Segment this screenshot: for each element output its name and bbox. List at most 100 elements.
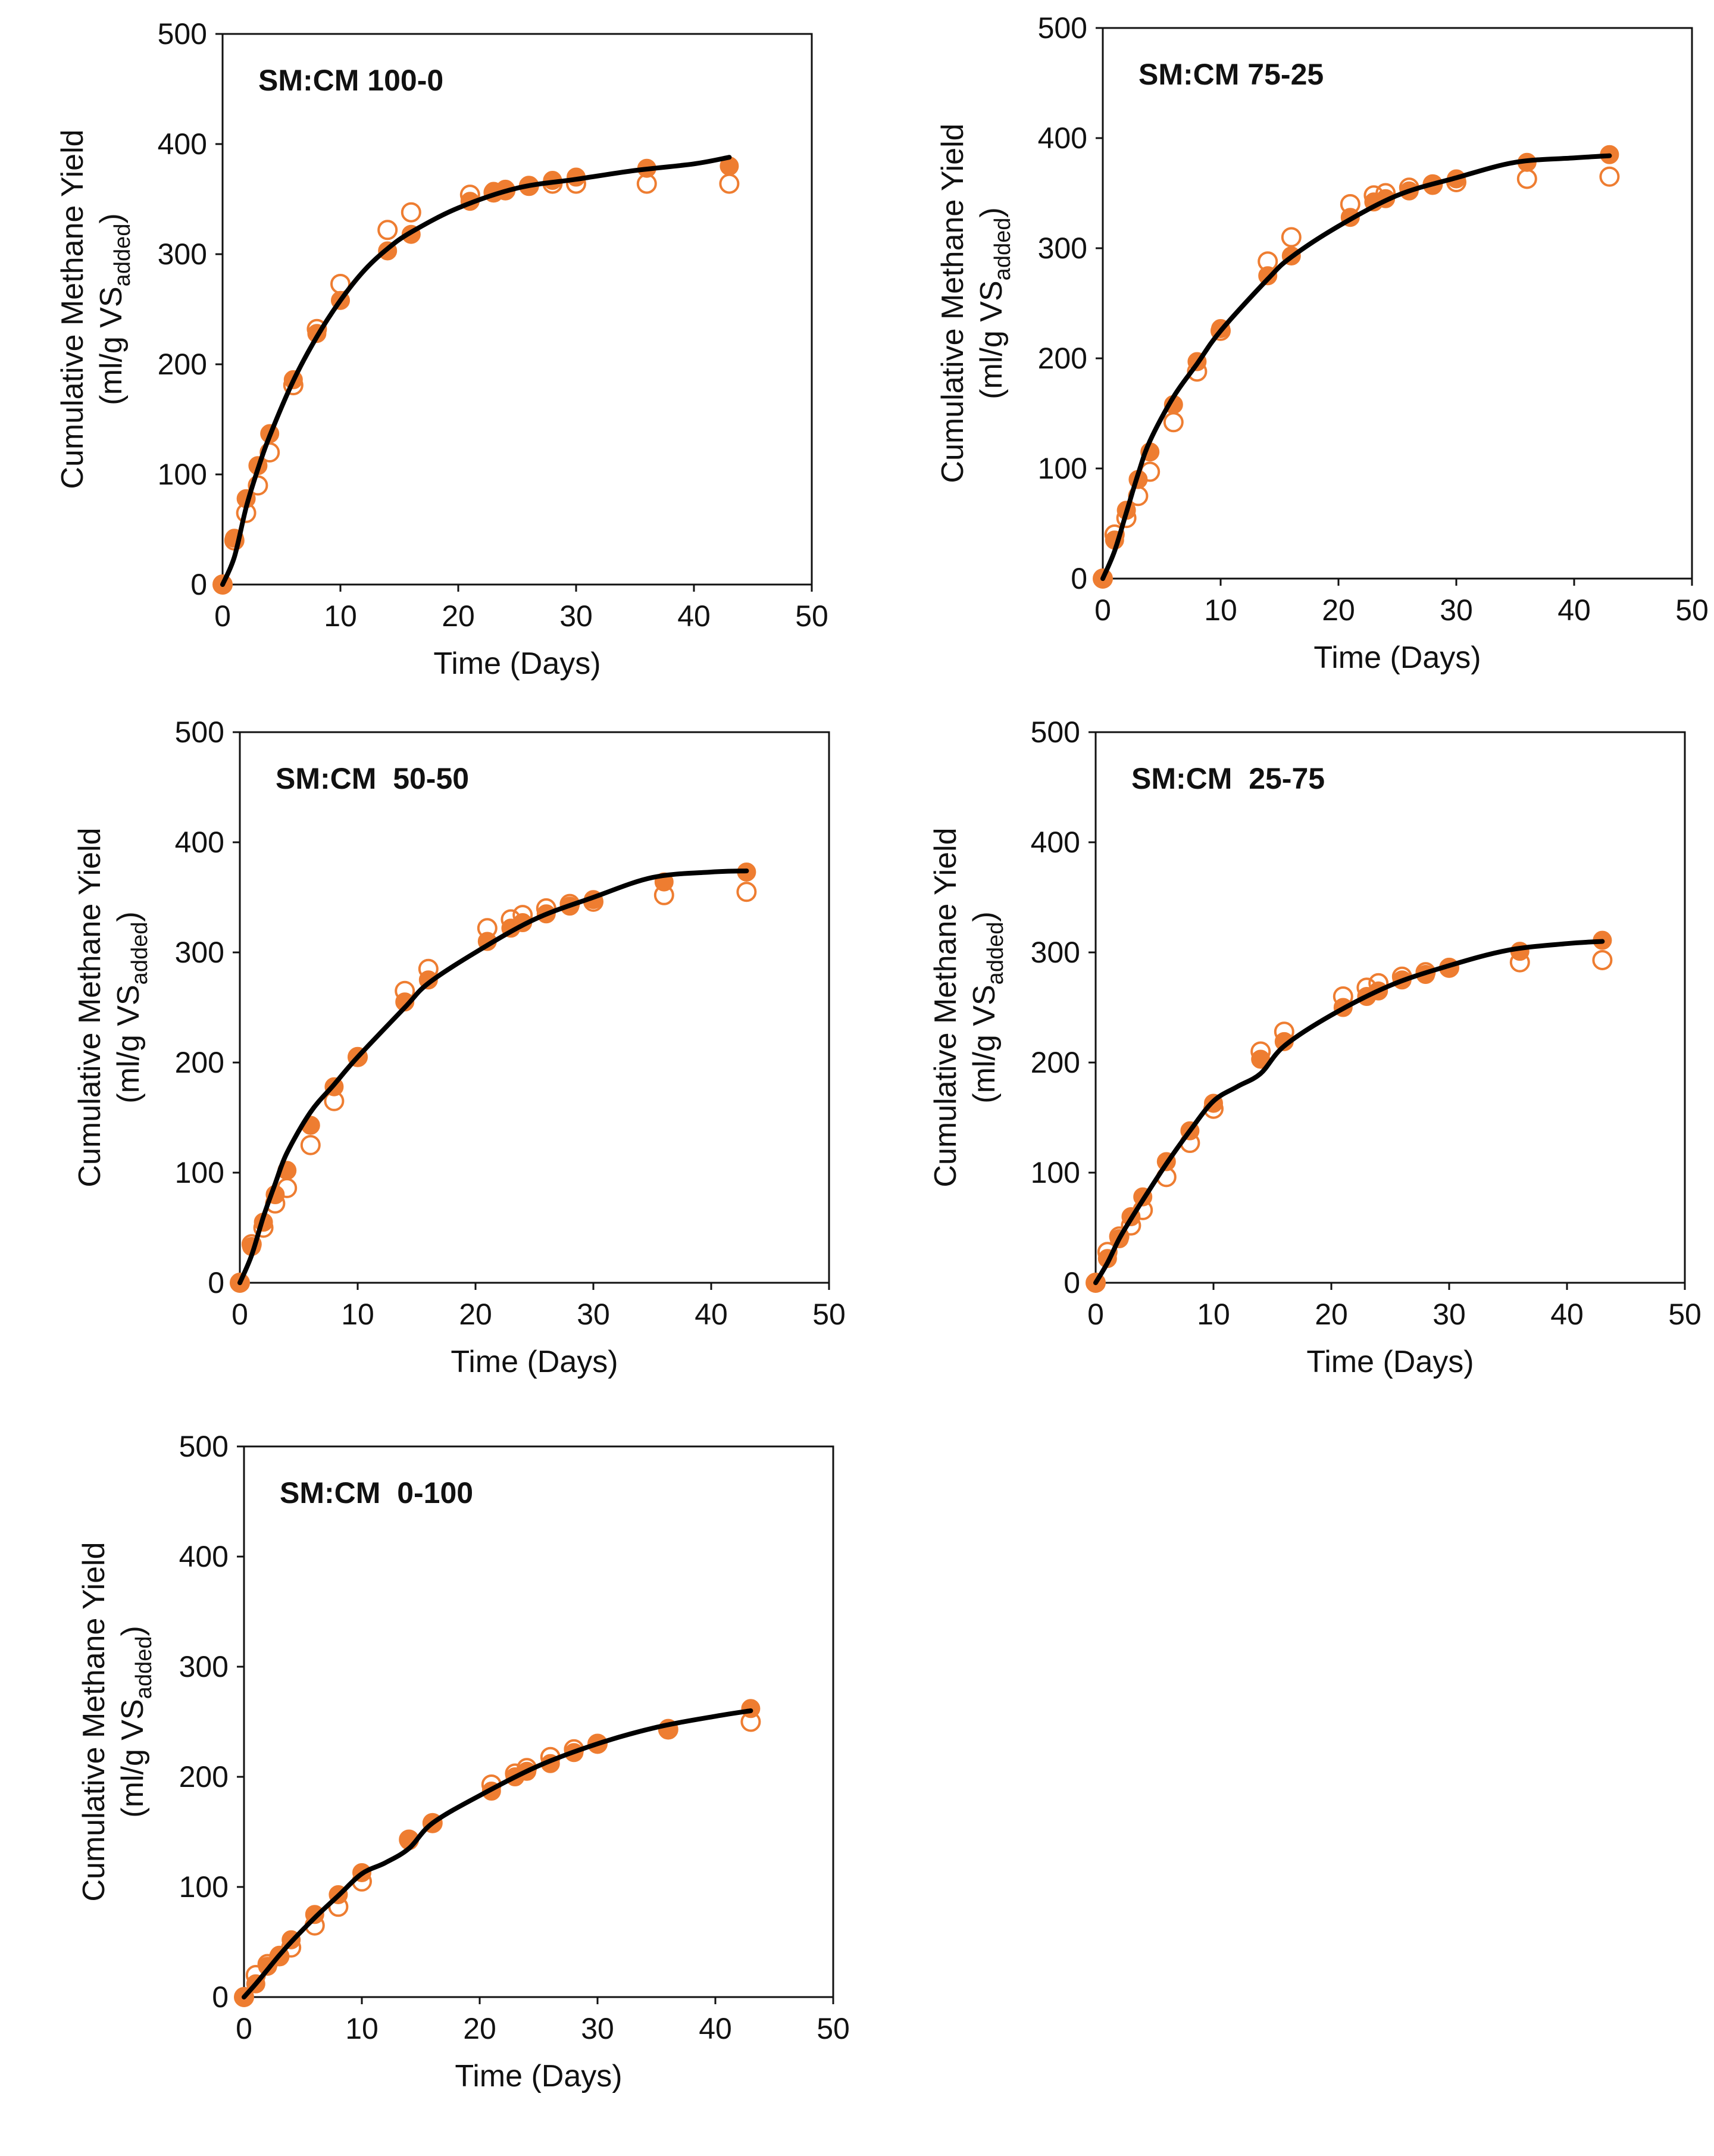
plot-frame — [1102, 27, 1693, 580]
y-axis-label-line2: (ml/g VSadded) — [115, 1626, 157, 1817]
chart-panel-50-50: 0 100 200 300 400 500 0 10 20 30 40 50 Time (Days) Cu… — [0, 714, 857, 1429]
y-axis-label-units: (ml/g VS — [111, 985, 146, 1103]
x-tick-label: 30 — [1432, 1298, 1466, 1331]
y-tick-label: 500 — [179, 1430, 229, 1463]
x-tick-label: 30 — [577, 1298, 610, 1331]
x-tick-label: 40 — [1550, 1298, 1584, 1331]
data-point-open — [1599, 166, 1620, 187]
y-axis-label-line1: Cumulative Methane Yield — [55, 129, 90, 489]
chart-title: SM:CM 50-50 — [276, 762, 469, 795]
data-point-open — [1592, 949, 1613, 970]
x-axis-label: Time (Days) — [433, 646, 600, 681]
data-point-open — [719, 173, 740, 194]
y-tick-label: 0 — [190, 568, 207, 601]
x-tick-label: 50 — [795, 599, 828, 633]
x-tick-label: 10 — [1197, 1298, 1230, 1331]
y-axis-label-close: ) — [967, 911, 1002, 921]
x-tick-label: 10 — [345, 2012, 379, 2045]
data-point-open — [377, 220, 398, 240]
data-point-open — [1281, 227, 1302, 248]
x-tick-label: 50 — [817, 2012, 850, 2045]
y-axis-label-line2: (ml/g VSadded) — [111, 911, 152, 1103]
y-axis-label-subscript: added — [110, 224, 135, 287]
model-fit-line — [242, 1708, 753, 1999]
y-axis-label-line1: Cumulative Methane Yield — [77, 1542, 111, 1901]
y-axis-label-units: (ml/g VS — [94, 286, 129, 405]
x-axis-label: Time (Days) — [1306, 1345, 1474, 1379]
y-tick-label: 200 — [175, 1046, 224, 1079]
y-tick-label: 100 — [1031, 1156, 1080, 1189]
y-tick-label: 200 — [1038, 342, 1087, 375]
y-tick-label: 100 — [179, 1870, 229, 1904]
x-tick-label: 0 — [214, 599, 231, 633]
y-tick-label: 200 — [179, 1760, 229, 1793]
y-axis-label-subscript: added — [990, 218, 1015, 281]
y-tick-label: 500 — [1031, 715, 1080, 749]
x-tick-label: 20 — [1315, 1298, 1348, 1331]
x-tick-label: 40 — [699, 2012, 732, 2045]
chart-svg: 0 100 200 300 400 500 0 10 20 30 40 50 Time (Days) Cu… — [928, 715, 1702, 1379]
chart-panel-100-0: 0 100 200 300 400 500 0 10 20 30 40 50 Time (Days) Cu… — [0, 0, 857, 714]
y-tick-label: 500 — [175, 715, 224, 749]
y-tick-label: 100 — [175, 1156, 224, 1189]
plot-frame — [221, 33, 813, 586]
y-tick-label: 300 — [1031, 936, 1080, 969]
chart-panel-0-100: 0 100 200 300 400 500 0 10 20 30 40 50 Time (Days) Cu… — [0, 1429, 857, 2143]
y-tick-label: 400 — [1031, 826, 1080, 859]
y-tick-label: 200 — [1031, 1046, 1080, 1079]
y-tick-label: 0 — [212, 1980, 229, 2014]
x-tick-label: 0 — [236, 2012, 252, 2045]
data-point-open — [1163, 412, 1184, 433]
y-tick-label: 500 — [158, 17, 207, 51]
y-tick-label: 400 — [175, 826, 224, 859]
y-tick-label: 100 — [1038, 452, 1087, 485]
x-tick-label: 20 — [459, 1298, 492, 1331]
x-tick-label: 0 — [232, 1298, 248, 1331]
y-axis-label-close: ) — [974, 207, 1009, 217]
x-tick-label: 20 — [1322, 593, 1355, 627]
x-axis-label: Time (Days) — [455, 2059, 622, 2093]
x-tick-label: 30 — [1440, 593, 1473, 627]
y-tick-label: 100 — [158, 458, 207, 491]
model-fit-line — [237, 868, 749, 1285]
y-tick-label: 0 — [1064, 1266, 1080, 1299]
chart-svg: 0 100 200 300 400 500 0 10 20 30 40 50 Time (Days) Cu… — [73, 715, 846, 1379]
y-axis-label-close: ) — [94, 213, 129, 223]
y-axis-label-units: (ml/g VS — [967, 985, 1002, 1103]
y-tick-label: 0 — [208, 1266, 224, 1299]
y-axis-label-close: ) — [111, 911, 146, 921]
x-tick-label: 50 — [812, 1298, 846, 1331]
x-tick-label: 40 — [695, 1298, 728, 1331]
chart-title: SM:CM 25-75 — [1131, 762, 1325, 795]
data-point-open — [259, 442, 280, 463]
data-point-open — [300, 1135, 321, 1155]
x-tick-label: 40 — [677, 599, 711, 633]
x-tick-label: 0 — [1094, 593, 1111, 627]
model-fit-line — [1100, 153, 1612, 581]
y-tick-label: 400 — [158, 127, 207, 161]
chart-svg: 0 100 200 300 400 500 0 10 20 30 40 50 Time (Days) Cu… — [936, 11, 1709, 675]
x-tick-label: 0 — [1087, 1298, 1104, 1331]
x-tick-label: 30 — [559, 599, 593, 633]
chart-svg: 0 100 200 300 400 500 0 10 20 30 40 50 Time (Days) Cu… — [77, 1430, 850, 2093]
y-axis-label-subscript: added — [127, 922, 152, 985]
y-tick-label: 300 — [1038, 232, 1087, 265]
y-axis-label-units: (ml/g VS — [115, 1699, 150, 1817]
y-tick-label: 300 — [175, 936, 224, 969]
y-axis-label-subscript: added — [132, 1636, 157, 1699]
model-fit-line — [220, 155, 732, 587]
y-axis-label-line1: Cumulative Methane Yield — [928, 827, 963, 1187]
x-tick-label: 30 — [581, 2012, 614, 2045]
x-axis-label: Time (Days) — [1313, 640, 1481, 675]
chart-panel-75-25: 0 100 200 300 400 500 0 10 20 30 40 50 Time (Days) Cu… — [857, 0, 1714, 714]
y-axis-label-close: ) — [115, 1626, 150, 1636]
x-axis-label: Time (Days) — [451, 1345, 618, 1379]
y-axis-label-line2: (ml/g VSadded) — [94, 213, 135, 405]
y-axis-label-units: (ml/g VS — [974, 280, 1009, 399]
plot-frame — [239, 731, 830, 1284]
y-axis-label-subscript: added — [983, 922, 1008, 985]
chart-panel-25-75: 0 100 200 300 400 500 0 10 20 30 40 50 Time (Days) Cu… — [857, 714, 1714, 1429]
y-tick-label: 200 — [158, 348, 207, 381]
chart-title: SM:CM 100-0 — [258, 64, 443, 97]
plot-frame — [243, 1445, 834, 1998]
